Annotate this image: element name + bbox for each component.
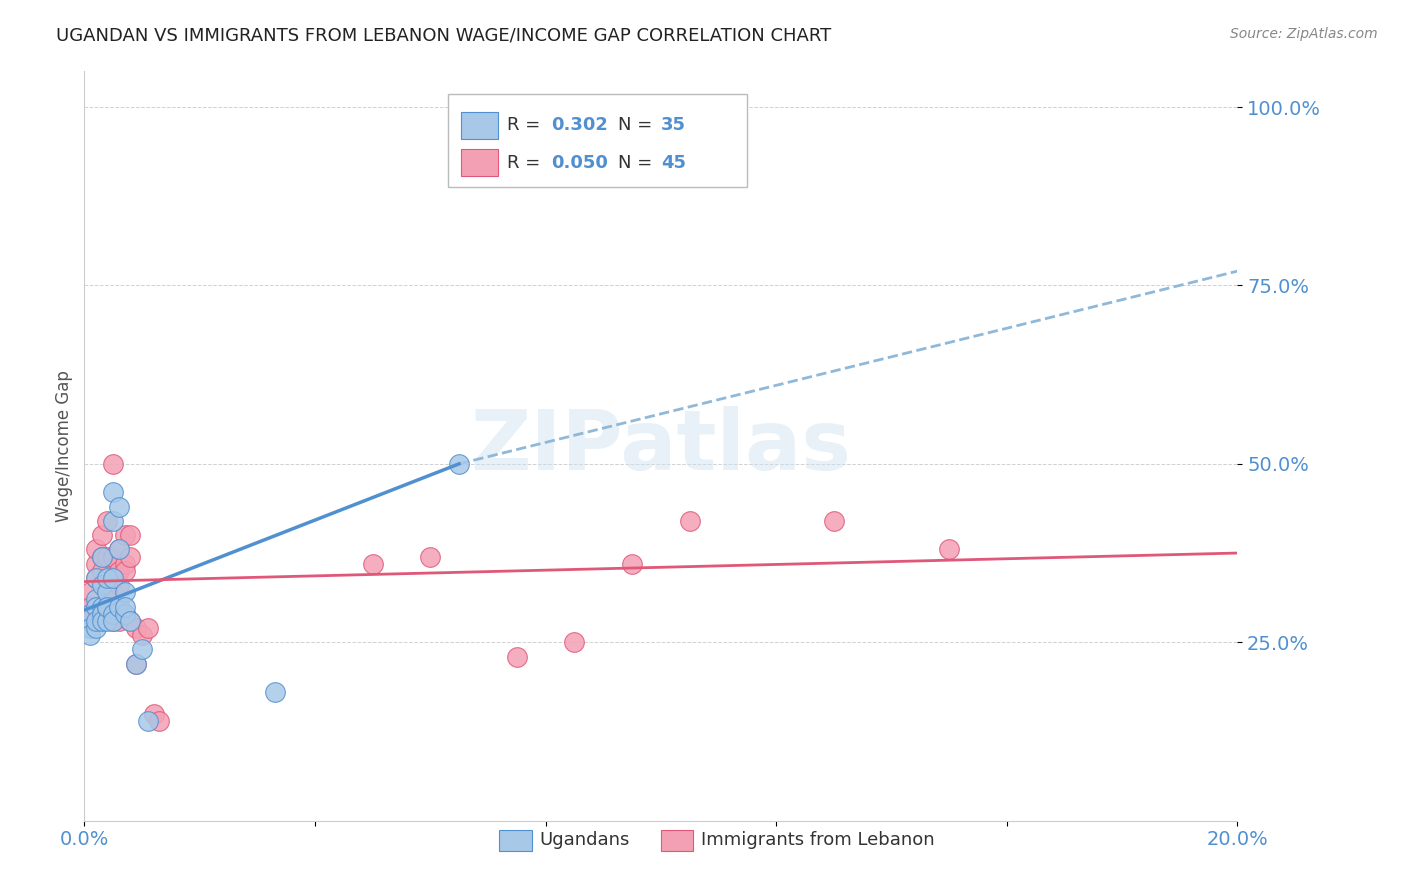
Point — [96, 599, 118, 614]
Point — [96, 514, 118, 528]
Point — [79, 628, 101, 642]
Point — [131, 642, 153, 657]
Point — [114, 585, 136, 599]
Point — [125, 657, 148, 671]
Text: R =: R = — [508, 116, 547, 135]
Point — [84, 571, 107, 585]
Point — [84, 542, 107, 557]
Point — [96, 599, 118, 614]
Point — [103, 614, 124, 628]
Point — [120, 528, 142, 542]
Point — [84, 599, 107, 614]
Point — [84, 599, 107, 614]
Point — [136, 621, 159, 635]
Point — [96, 585, 118, 599]
Point — [90, 578, 112, 592]
Text: ZIPatlas: ZIPatlas — [471, 406, 851, 486]
Text: N =: N = — [619, 116, 658, 135]
Point — [263, 685, 285, 699]
Point — [114, 557, 136, 571]
Bar — [499, 830, 531, 851]
Point — [103, 607, 124, 621]
Point — [96, 599, 118, 614]
Point — [621, 557, 644, 571]
Text: 0.050: 0.050 — [551, 153, 609, 172]
Point — [90, 564, 112, 578]
Point — [84, 571, 107, 585]
Text: Ugandans: Ugandans — [540, 831, 630, 849]
Point — [103, 514, 124, 528]
Point — [114, 564, 136, 578]
Point — [114, 607, 136, 621]
Point — [136, 714, 159, 728]
Point — [449, 457, 471, 471]
Point — [103, 571, 124, 585]
Point — [108, 564, 131, 578]
Y-axis label: Wage/Income Gap: Wage/Income Gap — [55, 370, 73, 522]
Bar — [461, 149, 498, 177]
Point — [103, 549, 124, 564]
Bar — [661, 830, 693, 851]
Text: 0.302: 0.302 — [551, 116, 609, 135]
Point — [90, 599, 112, 614]
Point — [90, 549, 112, 564]
Point — [506, 649, 529, 664]
Text: Immigrants from Lebanon: Immigrants from Lebanon — [702, 831, 935, 849]
Text: 45: 45 — [661, 153, 686, 172]
Point — [79, 621, 101, 635]
Point — [120, 614, 142, 628]
Point — [90, 614, 112, 628]
Text: 35: 35 — [661, 116, 686, 135]
Point — [114, 607, 136, 621]
Point — [125, 657, 148, 671]
Point — [96, 578, 118, 592]
Point — [108, 542, 131, 557]
Point — [114, 528, 136, 542]
Point — [84, 592, 107, 607]
Point — [103, 614, 124, 628]
Bar — [461, 112, 498, 139]
Point — [103, 485, 124, 500]
Point — [131, 628, 153, 642]
Point — [96, 571, 118, 585]
Point — [419, 549, 441, 564]
Point — [823, 514, 845, 528]
Point — [84, 621, 107, 635]
Point — [79, 614, 101, 628]
Point — [361, 557, 384, 571]
Point — [108, 599, 131, 614]
Point — [103, 599, 124, 614]
Point — [103, 457, 124, 471]
Point — [120, 549, 142, 564]
Point — [84, 557, 107, 571]
Point — [84, 614, 107, 628]
Point — [148, 714, 170, 728]
Text: N =: N = — [619, 153, 658, 172]
Point — [79, 599, 101, 614]
Point — [108, 500, 131, 514]
Point — [79, 585, 101, 599]
Point — [103, 585, 124, 599]
Point — [90, 549, 112, 564]
Point — [108, 614, 131, 628]
Point — [90, 599, 112, 614]
Point — [120, 614, 142, 628]
Point — [125, 621, 148, 635]
Text: UGANDAN VS IMMIGRANTS FROM LEBANON WAGE/INCOME GAP CORRELATION CHART: UGANDAN VS IMMIGRANTS FROM LEBANON WAGE/… — [56, 27, 831, 45]
Point — [96, 549, 118, 564]
Point — [108, 542, 131, 557]
Point — [90, 528, 112, 542]
FancyBboxPatch shape — [447, 94, 748, 187]
Point — [142, 706, 165, 721]
Point — [938, 542, 960, 557]
Point — [96, 614, 118, 628]
Point — [564, 635, 586, 649]
Text: R =: R = — [508, 153, 547, 172]
Point — [79, 607, 101, 621]
Point — [679, 514, 702, 528]
Point — [108, 578, 131, 592]
Point — [114, 599, 136, 614]
Text: Source: ZipAtlas.com: Source: ZipAtlas.com — [1230, 27, 1378, 41]
Point — [90, 607, 112, 621]
